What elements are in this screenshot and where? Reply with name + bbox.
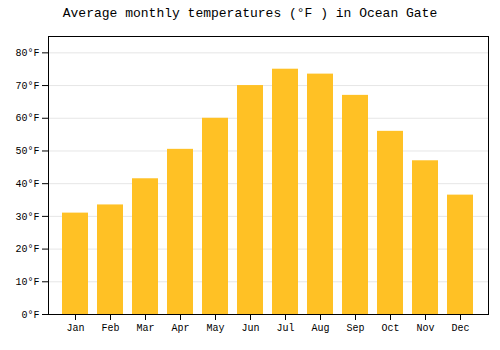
svg-text:20°F: 20°F — [15, 244, 39, 255]
svg-text:Mar: Mar — [136, 323, 154, 334]
svg-text:May: May — [206, 323, 224, 334]
svg-text:Nov: Nov — [416, 323, 434, 334]
svg-text:Jul: Jul — [276, 323, 294, 334]
svg-text:Feb: Feb — [101, 323, 119, 334]
svg-text:0°F: 0°F — [21, 310, 39, 321]
svg-text:10°F: 10°F — [15, 277, 39, 288]
svg-text:Dec: Dec — [451, 323, 469, 334]
svg-text:50°F: 50°F — [15, 146, 39, 157]
svg-text:Sep: Sep — [346, 323, 364, 334]
svg-text:Jan: Jan — [66, 323, 84, 334]
svg-text:Aug: Aug — [311, 323, 329, 334]
svg-text:60°F: 60°F — [15, 113, 39, 124]
svg-text:Apr: Apr — [171, 323, 189, 334]
svg-text:40°F: 40°F — [15, 179, 39, 190]
html-text:Average monthly temperatures (: Average monthly temperatures (°F ) in Oc… — [62, 6, 438, 21]
svg-text:80°F: 80°F — [15, 48, 39, 59]
svg-text:Oct: Oct — [381, 323, 399, 334]
svg-text:Jun: Jun — [241, 323, 259, 334]
svg-text:30°F: 30°F — [15, 212, 39, 223]
svg-text:70°F: 70°F — [15, 81, 39, 92]
